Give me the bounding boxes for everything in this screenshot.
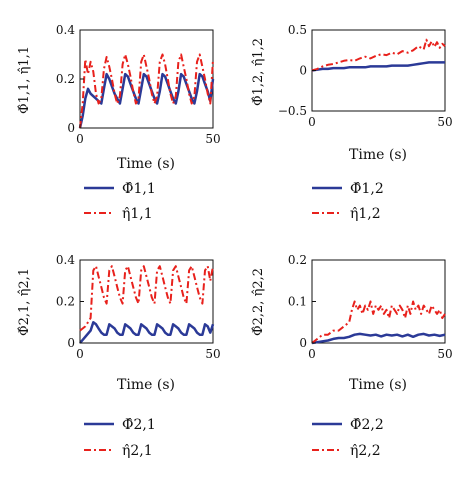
x-axis-label: Time (s) xyxy=(349,147,407,163)
x-tick-label: 50 xyxy=(205,132,220,146)
series-line-eta xyxy=(79,53,214,129)
legend: Φ̂2,2 η̂2,2 xyxy=(312,417,384,459)
y-tick-label: 0.4 xyxy=(56,23,75,37)
series-group xyxy=(311,300,446,345)
x-tick-label: 0 xyxy=(308,115,316,129)
legend: Φ̂1,2 η̂1,2 xyxy=(312,181,384,222)
y-axis-label: Φ̂1,2, η̂1,2 xyxy=(251,38,266,106)
y-tick-labels: 0 0.2 0.4 xyxy=(56,23,84,135)
plot-frame xyxy=(311,29,446,112)
panel-phi12: −0.500.5 0 50 Φ̂1,2, η̂1,2 Time (s) Φ̂1,2… xyxy=(251,23,453,222)
y-tick-label: 0 xyxy=(67,121,75,135)
x-axis-label: Time (s) xyxy=(117,156,175,172)
x-tick-labels: 0 50 xyxy=(308,339,453,361)
series-line-phi xyxy=(78,72,215,129)
legend-label-eta: η̂2,2 xyxy=(350,443,381,459)
series-line-eta xyxy=(311,300,446,344)
y-tick-label: 0 xyxy=(67,336,75,350)
x-tick-label: 50 xyxy=(437,347,452,361)
y-axis-label: Φ̂1,1, η̂1,1 xyxy=(17,46,32,114)
y-tick-labels: 0 0.2 0.4 xyxy=(56,253,84,350)
y-tick-label: 0.2 xyxy=(56,295,75,309)
legend-label-phi: Φ̂1,1 xyxy=(122,181,156,197)
legend-label-phi: Φ̂2,2 xyxy=(350,417,384,433)
series-line-eta xyxy=(311,38,446,72)
y-axis-label: Φ̂2,1, η̂2,1 xyxy=(17,268,32,336)
y-tick-label: 0.2 xyxy=(288,253,307,267)
y-tick-label: 0.1 xyxy=(288,295,307,309)
legend-label-phi: Φ̂2,1 xyxy=(122,417,156,433)
series-line-phi xyxy=(79,321,215,344)
legend-label-eta: η̂2,1 xyxy=(122,443,153,459)
x-tick-label: 0 xyxy=(76,132,84,146)
x-tick-label: 0 xyxy=(308,347,316,361)
plot-frame xyxy=(311,259,446,344)
legend: Φ̂1,1 η̂1,1 xyxy=(84,181,156,222)
x-axis-label: Time (s) xyxy=(349,377,407,393)
legend-label-eta: η̂1,2 xyxy=(350,206,381,222)
series-line-eta xyxy=(79,265,214,332)
panel-phi21: 0 0.2 0.4 0 50 Φ̂2,1, η̂2,1 Time (s) Φ̂2,1 … xyxy=(17,253,221,459)
y-tick-label: 0.2 xyxy=(56,72,75,86)
series-group xyxy=(78,53,215,129)
x-tick-label: 50 xyxy=(437,115,452,129)
y-tick-labels: −0.5 0 0.5 xyxy=(278,23,316,118)
y-tick-label: 0.5 xyxy=(288,23,307,37)
x-axis-label: Time (s) xyxy=(117,377,175,393)
y-tick-label: 0 xyxy=(299,336,307,350)
legend-label-phi: Φ̂1,2 xyxy=(350,181,384,197)
series-line-phi xyxy=(311,332,446,345)
series-group xyxy=(79,265,215,344)
y-tick-label: 0.4 xyxy=(56,253,75,267)
legend: Φ̂2,1 η̂2,1 xyxy=(84,417,156,459)
y-tick-label: −0.5 xyxy=(278,104,307,118)
x-tick-labels: 0 50 xyxy=(76,339,221,361)
x-tick-label: 0 xyxy=(76,347,84,361)
panel-phi22: 0 0.1 0.2 0 50 Φ̂2,2, η̂2,2 Time (s) Φ̂2,2 … xyxy=(251,253,453,459)
x-tick-labels: 0 50 xyxy=(76,124,221,146)
series-line-phi xyxy=(311,61,445,72)
panel-phi11: 0 0.2 0.4 0 50 Φ̂1,1, η̂1,1 Time (s) Φ̂1,1 … xyxy=(17,23,221,222)
x-tick-label: 50 xyxy=(205,347,220,361)
y-axis-label: Φ̂2,2, η̂2,2 xyxy=(251,268,266,336)
legend-label-eta: η̂1,1 xyxy=(122,206,153,222)
y-tick-label: 0 xyxy=(299,64,307,78)
x-tick-labels: 0 50 xyxy=(308,107,453,129)
series-group xyxy=(311,38,446,72)
y-tick-labels: 0 0.1 0.2 xyxy=(288,253,316,350)
